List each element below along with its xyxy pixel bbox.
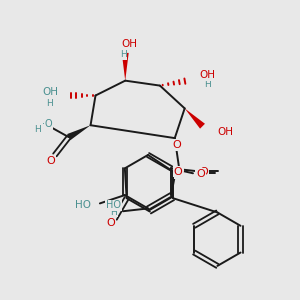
Text: H: H bbox=[46, 99, 53, 108]
Text: O: O bbox=[199, 167, 208, 177]
Text: O: O bbox=[106, 218, 115, 228]
Text: OH: OH bbox=[218, 127, 233, 137]
Polygon shape bbox=[185, 108, 205, 129]
Text: HO: HO bbox=[75, 200, 91, 210]
Text: H: H bbox=[120, 50, 127, 59]
Text: HO: HO bbox=[106, 200, 121, 210]
Polygon shape bbox=[122, 53, 129, 81]
Text: O: O bbox=[175, 168, 183, 178]
Text: OH: OH bbox=[42, 86, 58, 97]
Text: H: H bbox=[34, 125, 40, 134]
Text: O: O bbox=[196, 169, 205, 179]
Text: O: O bbox=[172, 140, 181, 150]
Text: O: O bbox=[46, 156, 55, 166]
Text: O: O bbox=[174, 167, 182, 176]
Text: ·O: ·O bbox=[42, 119, 52, 129]
Text: H: H bbox=[110, 208, 117, 217]
Polygon shape bbox=[67, 125, 91, 140]
Text: OH: OH bbox=[121, 39, 137, 49]
Text: OH: OH bbox=[200, 70, 215, 80]
Text: H: H bbox=[204, 80, 211, 89]
